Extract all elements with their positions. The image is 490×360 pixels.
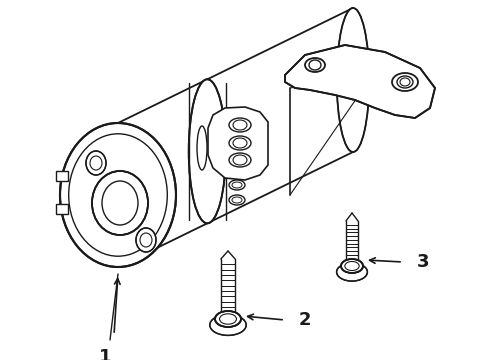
Ellipse shape xyxy=(210,315,246,336)
Ellipse shape xyxy=(305,58,325,72)
Ellipse shape xyxy=(392,73,418,91)
Ellipse shape xyxy=(229,180,245,190)
Ellipse shape xyxy=(197,126,207,170)
Polygon shape xyxy=(285,45,435,118)
Text: 3: 3 xyxy=(417,253,430,271)
Ellipse shape xyxy=(92,171,148,235)
Ellipse shape xyxy=(337,8,369,152)
Polygon shape xyxy=(208,107,268,180)
Ellipse shape xyxy=(136,228,156,252)
Bar xyxy=(56,204,68,214)
Ellipse shape xyxy=(229,118,251,132)
Ellipse shape xyxy=(337,263,368,281)
Ellipse shape xyxy=(86,151,106,175)
Bar xyxy=(56,171,68,181)
Ellipse shape xyxy=(341,259,363,273)
Text: 1: 1 xyxy=(99,348,111,360)
Ellipse shape xyxy=(229,195,245,205)
Text: 2: 2 xyxy=(299,311,312,329)
Ellipse shape xyxy=(229,153,251,167)
Ellipse shape xyxy=(60,123,176,267)
Ellipse shape xyxy=(215,311,241,327)
Ellipse shape xyxy=(229,136,251,150)
Ellipse shape xyxy=(189,79,226,223)
